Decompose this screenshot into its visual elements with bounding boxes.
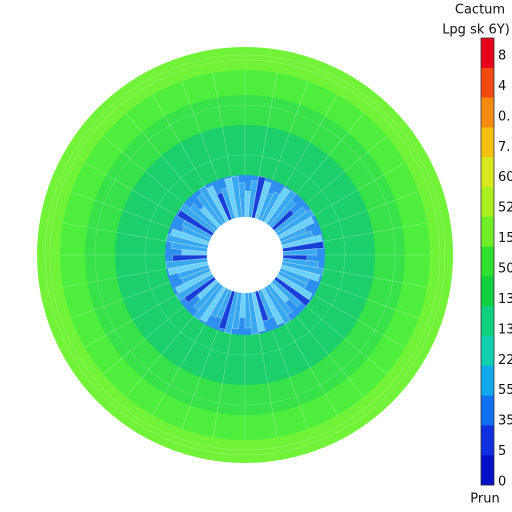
spoke xyxy=(272,81,309,180)
spoke xyxy=(125,113,194,194)
spoke xyxy=(320,282,419,319)
colorbar-tick-label: 4 xyxy=(498,79,506,94)
chart-title: Cactum xyxy=(455,3,505,18)
colorbar-tick-label: 0. xyxy=(498,109,510,124)
colorbar-segment xyxy=(481,67,494,99)
colorbar-segment xyxy=(481,246,494,277)
colorbar-segment xyxy=(481,97,494,128)
colorbar-tick-label: 60 xyxy=(498,170,512,185)
colorbar-tick-label: 7. xyxy=(498,140,510,155)
spoke xyxy=(320,191,419,228)
colorbar-segment xyxy=(481,306,494,337)
spoke xyxy=(71,191,170,228)
spoke xyxy=(296,316,365,397)
spoke xyxy=(258,333,278,438)
spoke xyxy=(84,162,176,216)
colorbar-tick-label: 5 xyxy=(498,444,506,459)
colorbar-segment xyxy=(481,127,494,158)
colorbar-segment xyxy=(481,395,494,426)
colorbar-tick-label: 52 xyxy=(498,201,512,216)
spoke xyxy=(323,222,428,242)
colorbar-segment xyxy=(481,38,494,69)
spoke xyxy=(103,135,184,204)
colorbar-segment xyxy=(481,425,494,456)
spoke xyxy=(181,81,218,180)
colorbar-segment xyxy=(481,455,494,486)
spoke xyxy=(84,294,176,348)
spoke xyxy=(284,324,338,416)
colorbar-segment xyxy=(481,365,494,397)
colorbar-tick-label: 50 xyxy=(498,262,512,277)
ring-line xyxy=(49,59,441,451)
colorbar-segment xyxy=(481,276,494,307)
colorbar-tick-label: 55 xyxy=(498,383,512,398)
spoke xyxy=(314,162,406,216)
spoke xyxy=(152,324,206,416)
spoke xyxy=(284,94,338,186)
spoke xyxy=(296,113,365,194)
colorbar-segment xyxy=(481,187,494,218)
ring-line xyxy=(44,54,446,456)
colorbar-tick-label: 13 xyxy=(498,322,512,337)
spoke xyxy=(258,72,278,177)
spoke xyxy=(212,333,232,438)
spoke xyxy=(181,330,218,429)
spoke xyxy=(62,222,167,242)
spoke xyxy=(71,282,170,319)
spoke xyxy=(62,268,167,288)
colorbar-label: Prun xyxy=(470,492,499,507)
spoke xyxy=(314,294,406,348)
colorbar-frame xyxy=(480,37,495,486)
colorbar-tick-label: 35 xyxy=(498,414,512,429)
colorbar-tick-label: 8 xyxy=(498,49,506,64)
spoke xyxy=(152,94,206,186)
colorbar-tick-label: 15 xyxy=(498,231,512,246)
colorbar-tick-label: 0 xyxy=(498,475,506,490)
spoke xyxy=(103,306,184,375)
colorbar-segment xyxy=(481,157,494,188)
colorbar-tick-label: 22 xyxy=(498,353,512,368)
spoke xyxy=(323,268,428,288)
colorbar-tick-label: 13 xyxy=(498,292,512,307)
colorbar-segment xyxy=(481,216,494,248)
colorbar-segment xyxy=(481,336,494,367)
hole xyxy=(207,217,283,293)
spoke xyxy=(272,330,309,429)
spoke xyxy=(125,316,194,397)
spoke xyxy=(212,72,232,177)
chart-subtitle: Lpg sk 6Y) xyxy=(442,23,510,38)
spoke xyxy=(306,306,387,375)
spoke xyxy=(306,135,387,204)
ring-line xyxy=(144,154,346,356)
ring-line xyxy=(94,104,396,406)
